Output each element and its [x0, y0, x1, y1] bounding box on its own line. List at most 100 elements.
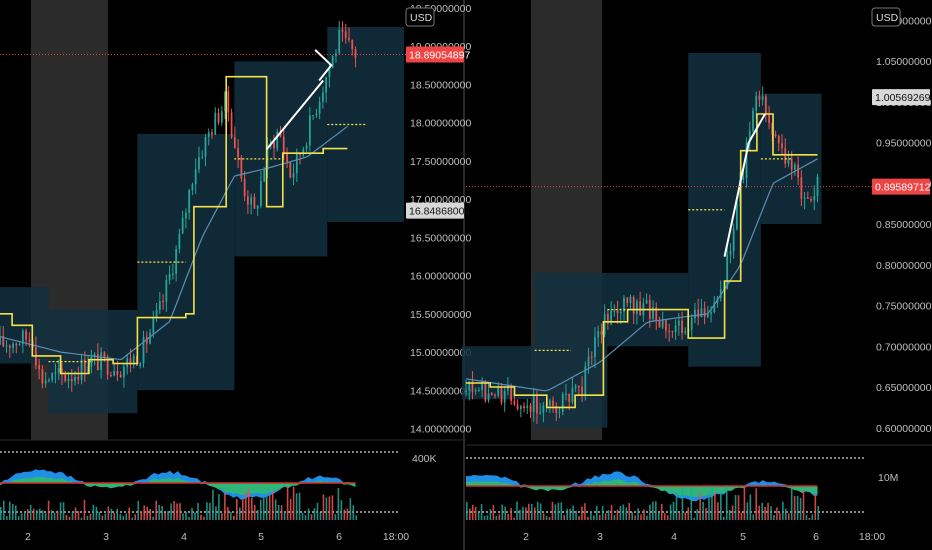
- volume-bar: [244, 490, 247, 520]
- price-tick-label: 16.50000000: [410, 232, 471, 244]
- volume-bar: [307, 508, 310, 520]
- candle-body: [632, 296, 635, 314]
- moving-average-line: [465, 158, 818, 392]
- price-axis[interactable]: 0.60000000 0.65000000 0.70000000 0.75000000…: [871, 7, 932, 435]
- candle-body: [565, 393, 567, 395]
- volume-bar: [773, 514, 775, 520]
- currency-label[interactable]: USD: [410, 12, 433, 24]
- step-level-line: [0, 75, 348, 375]
- volume-bar: [811, 514, 814, 520]
- price-axis[interactable]: 14.00000000 14.50000000 15.00000000 15.5000…: [405, 3, 471, 436]
- candle-body: [552, 400, 554, 407]
- volume-bar: [519, 509, 521, 520]
- candle-body: [162, 301, 164, 303]
- currency-label[interactable]: USD: [876, 12, 899, 24]
- projection-arrow-head: [314, 49, 333, 82]
- candle-body: [787, 158, 790, 164]
- volume-bar: [334, 514, 337, 520]
- volume-bar: [247, 488, 250, 520]
- volume-bar: [722, 516, 725, 520]
- candle-body: [774, 134, 777, 137]
- volume-bar: [584, 503, 586, 520]
- volume-bar: [271, 490, 274, 520]
- candle-body: [276, 131, 279, 149]
- volume-bar: [95, 506, 98, 520]
- volume-bar: [215, 506, 217, 520]
- candle-body: [158, 301, 161, 310]
- candle-body: [700, 308, 703, 318]
- time-tick-label: 18:00: [383, 531, 409, 543]
- volume-bar: [89, 513, 92, 520]
- time-axis[interactable]: 2 3 4 5 6 18:00: [523, 531, 885, 543]
- volume-bar: [167, 511, 169, 520]
- volume-bar: [752, 514, 755, 520]
- volume-bar: [239, 507, 241, 520]
- volume-bar: [80, 517, 83, 520]
- volume-bar: [696, 509, 698, 520]
- candle-body: [510, 385, 513, 401]
- candle-body: [260, 181, 262, 206]
- price-badge: 0.89589712: [875, 182, 931, 194]
- volume-bar: [259, 499, 262, 520]
- currency-button[interactable]: [405, 7, 435, 27]
- candle-body: [813, 196, 816, 201]
- volume-bar: [631, 512, 634, 520]
- projection-path-line: [723, 113, 766, 257]
- candle-body: [574, 385, 577, 388]
- volume-bar: [268, 495, 271, 520]
- price-badge-bg: [872, 178, 930, 195]
- candle-body: [681, 320, 683, 333]
- volume-bar: [209, 502, 211, 520]
- volume-bar: [119, 513, 122, 520]
- volume-bar: [325, 497, 328, 520]
- volume-bar: [802, 490, 805, 520]
- candle-body: [201, 156, 204, 158]
- candle-body: [113, 371, 116, 376]
- volume-bar: [253, 504, 256, 520]
- candle-body: [671, 330, 674, 333]
- volume-bar: [17, 516, 20, 520]
- volume-bar: [578, 515, 580, 520]
- candle-body: [25, 330, 27, 340]
- volume-bar: [322, 494, 325, 520]
- candle-body: [584, 366, 587, 396]
- candle-body: [610, 311, 612, 324]
- candle-body: [211, 132, 213, 135]
- volume-bar: [146, 506, 148, 520]
- candle-body: [806, 197, 809, 199]
- volume-bar: [310, 514, 313, 520]
- time-axis[interactable]: 2 3 4 5 6 18:00: [25, 531, 409, 543]
- candle-body: [690, 318, 693, 330]
- candle-body: [468, 381, 471, 391]
- volume-bar: [98, 511, 101, 520]
- candle-body: [668, 330, 671, 332]
- volume-bar: [194, 512, 196, 520]
- candle-body: [155, 309, 158, 318]
- volume-bar: [536, 501, 539, 520]
- price-tick-label: 18.00000000: [410, 118, 471, 130]
- candle-body: [224, 91, 226, 112]
- volume-bar: [734, 495, 737, 520]
- volume-bar: [575, 510, 577, 520]
- candle-body: [561, 394, 564, 412]
- volume-bar: [790, 488, 793, 520]
- volume-bar: [188, 517, 190, 520]
- candle-body: [305, 145, 308, 149]
- candle-body: [70, 378, 73, 382]
- candle-body: [752, 110, 754, 131]
- volume-bar: [669, 504, 672, 520]
- volume-bar: [681, 487, 684, 520]
- volume-bar: [134, 514, 137, 520]
- candle-body: [706, 313, 709, 317]
- candle-body: [48, 380, 50, 382]
- candle-body: [318, 101, 321, 114]
- candle-body: [494, 394, 496, 396]
- volume-bar: [233, 515, 235, 520]
- volume-bar: [598, 514, 601, 520]
- volume-bar: [646, 515, 648, 520]
- candle-body: [106, 356, 109, 375]
- candle-body: [507, 385, 509, 391]
- volume-bar: [104, 513, 107, 520]
- volume-bar: [805, 514, 808, 520]
- currency-button[interactable]: [871, 7, 901, 27]
